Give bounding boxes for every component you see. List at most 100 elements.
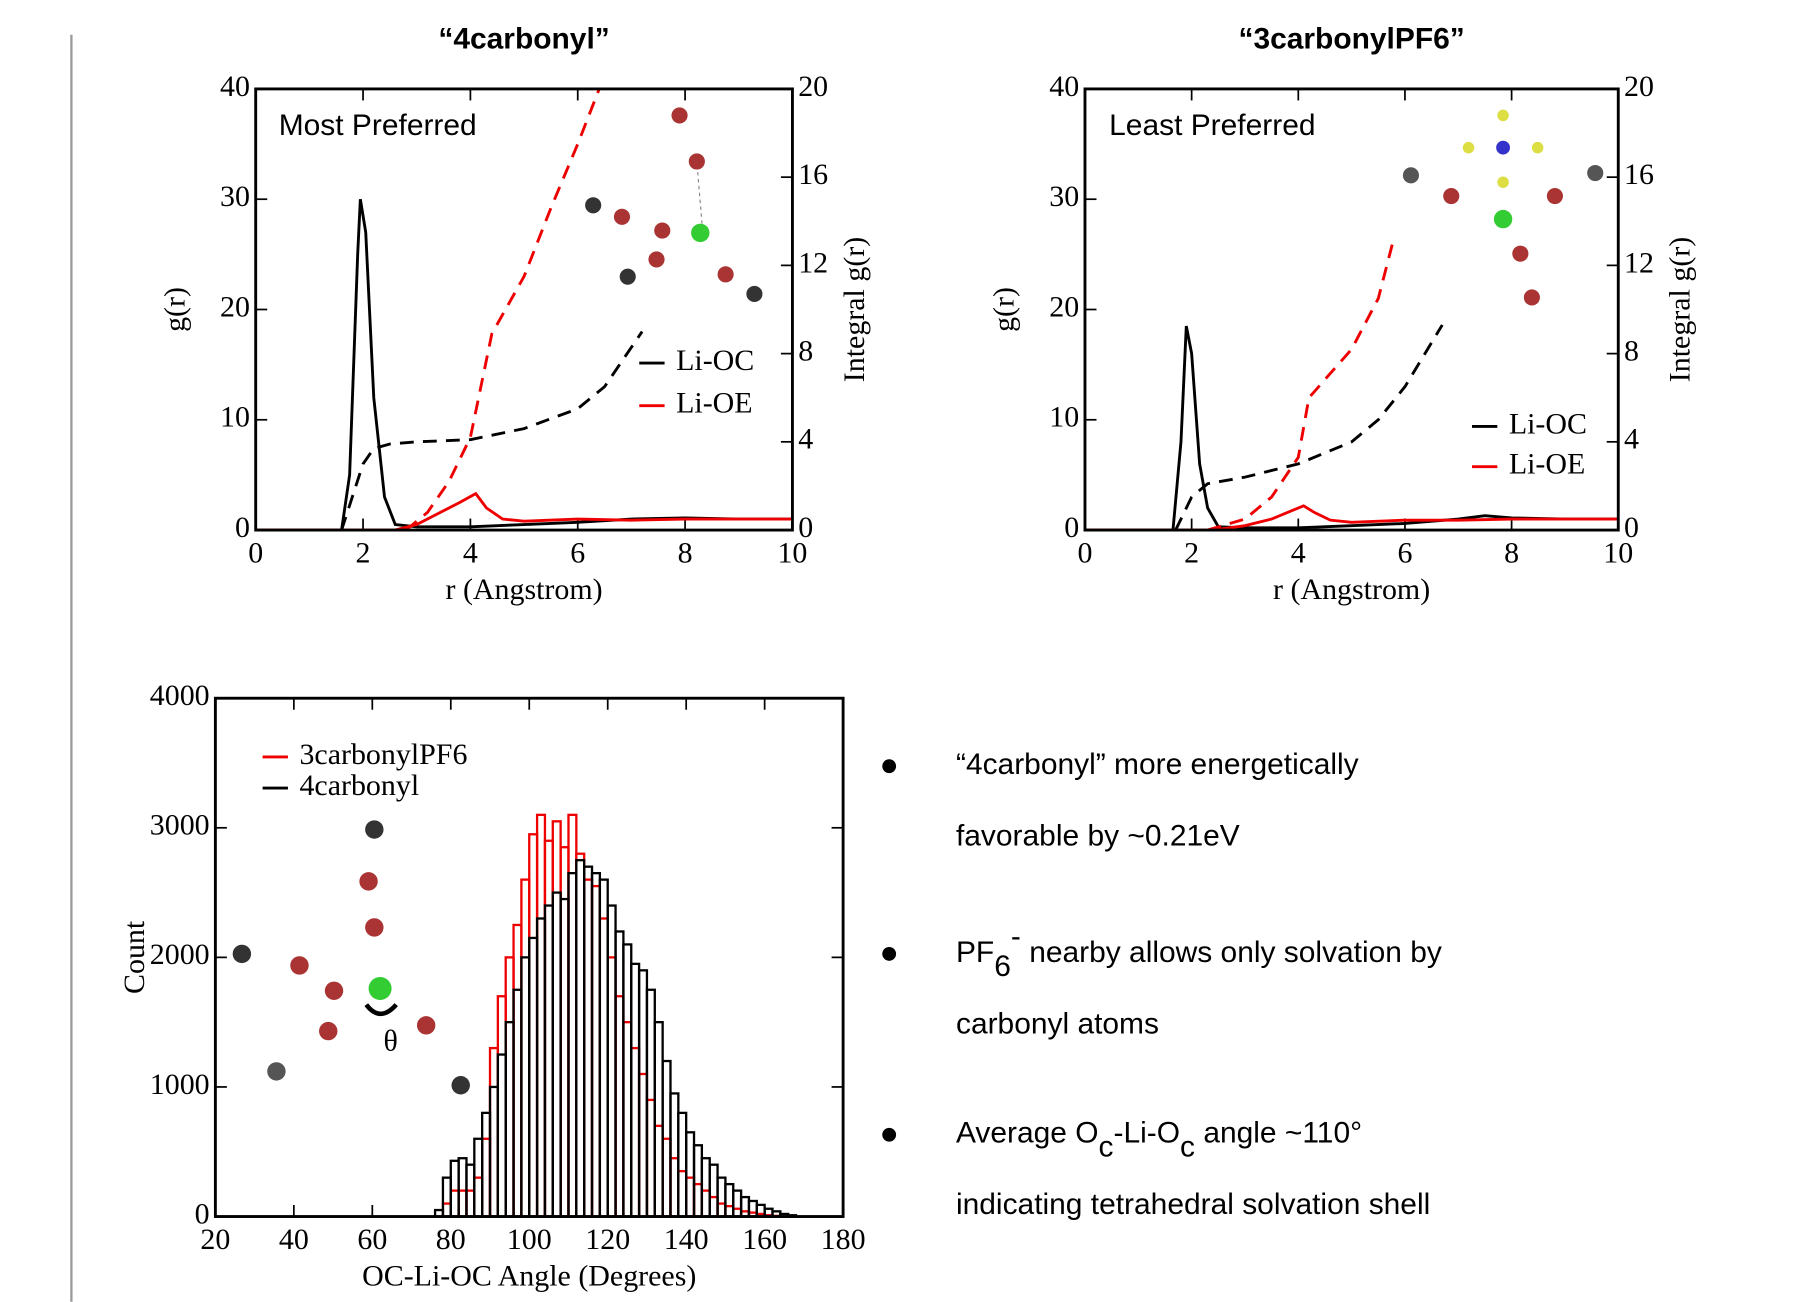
legend-label: Li-OE xyxy=(1509,448,1585,481)
histogram-bar xyxy=(724,1182,735,1218)
histogram-bar xyxy=(520,956,531,1218)
x-tick-label: 6 xyxy=(570,536,585,569)
chart-title: “4carbonyl” xyxy=(438,23,609,56)
y2-tick-label: 0 xyxy=(798,511,813,544)
legend-label: Li-OC xyxy=(1509,407,1587,440)
y-tick-label: 0 xyxy=(1064,511,1079,544)
legend-label: 3carbonylPF6 xyxy=(299,738,467,771)
series-line xyxy=(405,88,601,532)
histogram-bar xyxy=(716,1202,727,1218)
y-tick-label: 10 xyxy=(220,401,250,434)
histogram-bar xyxy=(567,871,578,1218)
histogram-bar xyxy=(551,820,562,1218)
histogram-bar xyxy=(598,878,609,1218)
histogram-bar xyxy=(481,1137,492,1218)
histogram-bar xyxy=(496,1053,507,1218)
x-tick-label: 4 xyxy=(463,536,478,569)
y2-tick-label: 8 xyxy=(798,334,813,367)
histogram-bar xyxy=(677,1170,688,1218)
y-tick-label: 0 xyxy=(195,1197,210,1230)
text-run: - xyxy=(1011,920,1021,953)
histogram-bar xyxy=(590,884,602,1218)
y2-axis-label: Integral g(r) xyxy=(838,237,871,382)
y-axis-label: g(r) xyxy=(988,287,1021,332)
y-tick-label: 20 xyxy=(1049,290,1079,323)
y-tick-label: 4000 xyxy=(150,679,210,712)
histogram-bar xyxy=(630,1046,641,1218)
x-tick-label: 8 xyxy=(678,536,693,569)
x-tick-label: 4 xyxy=(1291,536,1306,569)
y-tick-label: 3000 xyxy=(150,809,210,842)
series-line xyxy=(340,330,644,531)
x-tick-label: 8 xyxy=(1504,536,1519,569)
text-run: PF xyxy=(956,936,994,969)
y2-tick-label: 20 xyxy=(798,70,828,103)
x-tick-label: 80 xyxy=(436,1223,466,1256)
y-tick-label: 0 xyxy=(235,511,250,544)
histogram-bar xyxy=(637,1072,649,1218)
histogram-bar xyxy=(692,1144,704,1218)
histogram-bar xyxy=(653,1021,664,1218)
legend-label: 4carbonyl xyxy=(299,769,419,802)
series-line xyxy=(1084,504,1619,532)
y2-tick-label: 4 xyxy=(798,423,813,456)
legend-label: Li-OC xyxy=(676,344,754,377)
plot-frame xyxy=(1083,87,1620,532)
histogram-bar xyxy=(637,969,649,1218)
x-tick-label: 100 xyxy=(507,1223,552,1256)
histogram-bar xyxy=(700,1157,711,1218)
x-axis-label: OC-Li-OC Angle (Degrees) xyxy=(362,1260,696,1293)
histogram-bar xyxy=(622,943,633,1218)
text-run: favorable by ~0.21eV xyxy=(956,819,1240,852)
histogram-bar xyxy=(457,1189,468,1218)
series-line xyxy=(1174,324,1444,531)
histogram-bar xyxy=(583,865,594,1218)
x-tick-label: 40 xyxy=(279,1223,309,1256)
x-tick-label: 6 xyxy=(1397,536,1412,569)
y2-tick-label: 12 xyxy=(798,246,828,279)
chart-title: “3carbonylPF6” xyxy=(1238,23,1464,56)
bullet-dot xyxy=(882,947,897,961)
y2-axis-label: Integral g(r) xyxy=(1664,237,1697,382)
histogram-bar xyxy=(449,1159,460,1218)
histogram-bar xyxy=(504,956,515,1218)
histogram-bar xyxy=(590,871,602,1218)
histogram-bar xyxy=(622,1021,633,1218)
histogram-bar xyxy=(543,904,554,1218)
bullet-text: Average Oc-Li-Oc angle ~110° xyxy=(956,1117,1362,1164)
bullet-text: PF6- nearby allows only solvation by xyxy=(956,920,1442,983)
histogram-bar xyxy=(614,930,625,1218)
histogram-bar xyxy=(488,1046,500,1218)
x-tick-label: 180 xyxy=(821,1223,866,1256)
x-axis-label: r (Angstrom) xyxy=(445,573,602,606)
histogram-bar xyxy=(575,852,586,1218)
histogram-bar xyxy=(747,1199,758,1218)
bullet-text: “4carbonyl” more energetically xyxy=(956,748,1359,781)
histogram-bar xyxy=(606,956,617,1218)
text-run: Average O xyxy=(956,1117,1099,1150)
x-tick-label: 2 xyxy=(356,536,371,569)
plot-frame xyxy=(254,87,794,532)
bullet-dot xyxy=(882,759,897,774)
histogram-bar xyxy=(528,936,539,1218)
histogram-bar xyxy=(614,995,625,1218)
series-line xyxy=(1207,236,1396,532)
y2-tick-label: 8 xyxy=(1624,334,1639,367)
text-run: c xyxy=(1180,1130,1195,1163)
y2-tick-label: 16 xyxy=(798,158,828,191)
x-axis-label: r (Angstrom) xyxy=(1273,573,1430,606)
histogram-bar xyxy=(559,897,570,1218)
y-tick-label: 40 xyxy=(1049,70,1079,103)
histogram-bar xyxy=(504,1021,515,1218)
y-tick-label: 30 xyxy=(1049,180,1079,213)
histogram-bar xyxy=(653,1124,664,1218)
histogram-bar xyxy=(645,1098,656,1218)
x-tick-label: 10 xyxy=(1603,536,1633,569)
y2-tick-label: 12 xyxy=(1624,246,1654,279)
bullet-text: carbonyl atoms xyxy=(956,1007,1159,1040)
histogram-bar xyxy=(716,1176,727,1218)
histogram-bar xyxy=(535,813,547,1218)
x-tick-label: 0 xyxy=(248,536,263,569)
text-run: angle ~110° xyxy=(1195,1117,1362,1150)
